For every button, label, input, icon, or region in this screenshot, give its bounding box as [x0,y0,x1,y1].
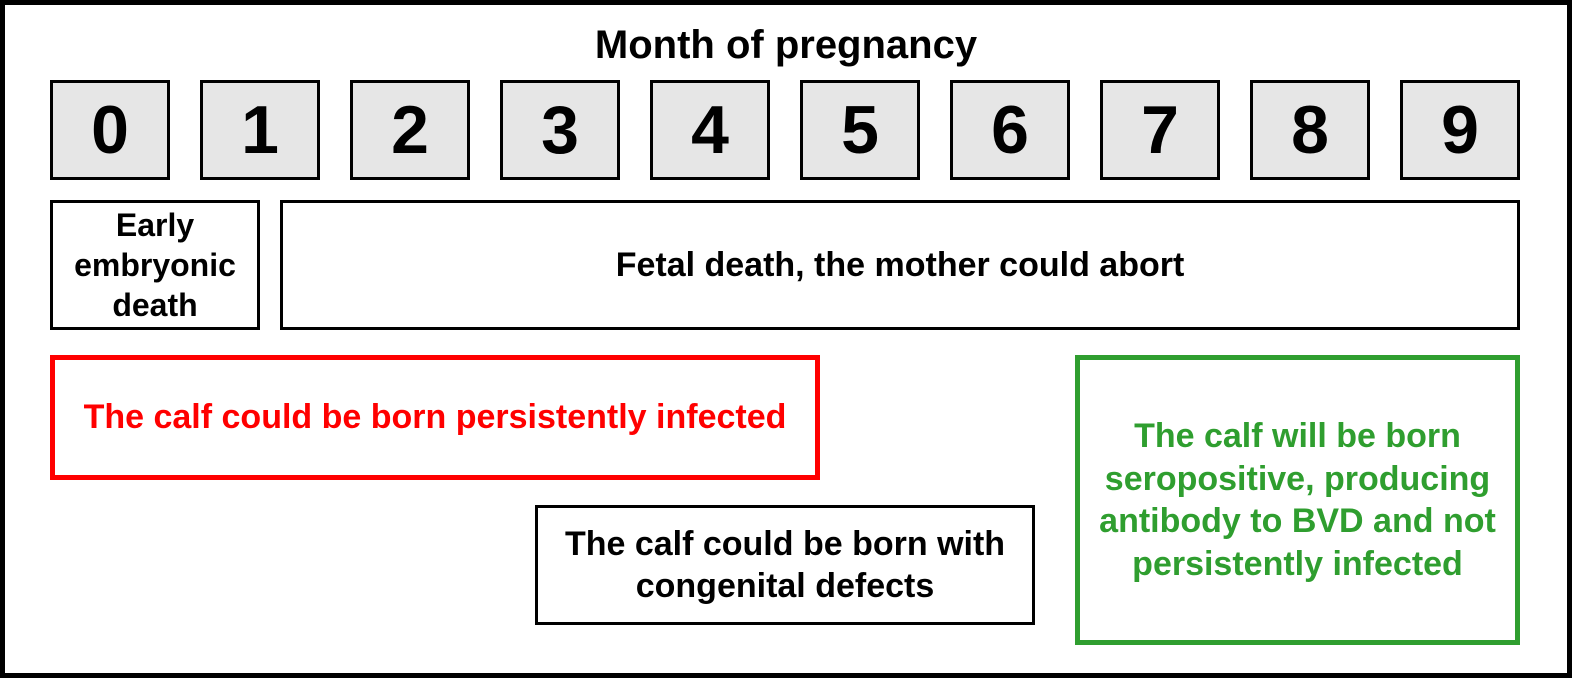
diagram-frame: Month of pregnancy 0123456789 Early embr… [0,0,1572,678]
outcome-fetal-death: Fetal death, the mother could abort [280,200,1520,330]
month-box-0: 0 [50,80,170,180]
month-box-7: 7 [1100,80,1220,180]
month-box-8: 8 [1250,80,1370,180]
outcome-seropositive: The calf will be born seropositive, prod… [1075,355,1520,645]
month-box-5: 5 [800,80,920,180]
diagram-title: Month of pregnancy [5,23,1567,68]
outcome-persistently-infected: The calf could be born persistently infe… [50,355,820,480]
month-box-9: 9 [1400,80,1520,180]
month-box-3: 3 [500,80,620,180]
outcome-congenital-defects: The calf could be born with congenital d… [535,505,1035,625]
outcome-early-embryonic-death: Early embryonic death [50,200,260,330]
month-box-6: 6 [950,80,1070,180]
month-box-4: 4 [650,80,770,180]
month-box-1: 1 [200,80,320,180]
month-box-2: 2 [350,80,470,180]
